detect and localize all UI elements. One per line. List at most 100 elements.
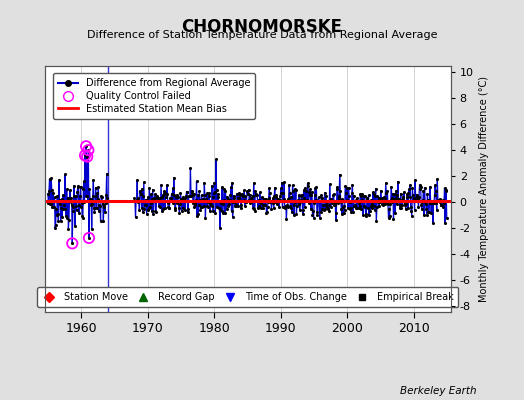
Point xyxy=(431,188,440,194)
Point xyxy=(72,207,81,214)
Point xyxy=(369,189,377,195)
Point xyxy=(237,204,245,211)
Point xyxy=(407,204,415,210)
Point xyxy=(425,208,433,215)
Point xyxy=(367,197,376,204)
Point xyxy=(315,198,323,204)
Point xyxy=(179,205,188,211)
Point xyxy=(57,218,65,224)
Point xyxy=(210,190,218,196)
Point xyxy=(280,204,289,211)
Point xyxy=(260,202,269,208)
Point xyxy=(202,196,210,202)
Point xyxy=(50,204,58,210)
Point xyxy=(296,199,304,205)
Point xyxy=(368,205,376,211)
Point xyxy=(58,214,67,220)
Point xyxy=(375,202,383,209)
Point xyxy=(298,192,306,198)
Point xyxy=(383,187,391,194)
Point xyxy=(182,193,190,199)
Point xyxy=(235,190,243,196)
Point xyxy=(269,195,277,201)
Point xyxy=(312,197,320,203)
Point xyxy=(198,204,206,210)
Point xyxy=(144,194,152,200)
Point xyxy=(441,220,449,226)
Point xyxy=(189,200,198,206)
Point xyxy=(209,208,217,214)
Point xyxy=(340,210,348,216)
Point xyxy=(429,220,437,226)
Point xyxy=(388,195,396,201)
Point xyxy=(405,186,413,192)
Point xyxy=(178,208,186,214)
Point xyxy=(333,186,341,192)
Point xyxy=(365,198,374,204)
Point xyxy=(265,195,273,201)
Point xyxy=(100,204,108,210)
Point xyxy=(230,195,238,202)
Point xyxy=(132,198,140,204)
Point xyxy=(62,212,70,219)
Point xyxy=(325,181,334,187)
Point xyxy=(409,198,418,204)
Point xyxy=(86,202,95,208)
Point xyxy=(319,202,327,208)
Point xyxy=(48,204,57,210)
Point xyxy=(67,195,75,202)
Point xyxy=(271,194,280,200)
Point xyxy=(282,215,291,222)
Point xyxy=(185,193,193,200)
Point xyxy=(188,188,196,194)
Point xyxy=(226,196,234,203)
Point xyxy=(331,200,340,206)
Point xyxy=(146,204,154,210)
Point xyxy=(394,196,402,202)
Point xyxy=(225,201,234,207)
Point xyxy=(425,200,434,207)
Point xyxy=(323,198,332,205)
Point xyxy=(428,200,436,206)
Point xyxy=(363,197,371,204)
Point xyxy=(237,202,246,208)
Point xyxy=(282,202,290,209)
Point xyxy=(231,199,239,206)
Point xyxy=(69,208,77,214)
Point xyxy=(337,211,346,217)
Point xyxy=(432,200,440,206)
Point xyxy=(190,191,198,198)
Point xyxy=(184,193,193,200)
Point xyxy=(436,202,445,209)
Point xyxy=(374,194,383,201)
Point xyxy=(90,205,98,211)
Point xyxy=(406,182,414,188)
Point xyxy=(136,188,144,194)
Point xyxy=(301,204,309,210)
Point xyxy=(420,184,429,191)
Point xyxy=(203,190,211,197)
Point xyxy=(165,205,173,211)
Point xyxy=(232,202,241,209)
Point xyxy=(157,182,165,188)
Point xyxy=(212,156,220,162)
Point xyxy=(213,194,222,200)
Point xyxy=(330,202,339,208)
Point xyxy=(324,206,332,212)
Point xyxy=(414,196,422,202)
Point xyxy=(295,192,303,199)
Point xyxy=(408,185,417,191)
Point xyxy=(255,197,263,203)
Point xyxy=(317,192,325,198)
Point xyxy=(277,189,286,196)
Point xyxy=(323,204,331,210)
Point xyxy=(90,209,99,215)
Point xyxy=(406,194,414,200)
Point xyxy=(387,197,395,204)
Point xyxy=(131,198,139,204)
Point xyxy=(192,197,200,203)
Point xyxy=(173,194,182,200)
Text: CHORNOMORSKE: CHORNOMORSKE xyxy=(181,18,343,36)
Point xyxy=(97,194,106,200)
Point xyxy=(152,208,160,215)
